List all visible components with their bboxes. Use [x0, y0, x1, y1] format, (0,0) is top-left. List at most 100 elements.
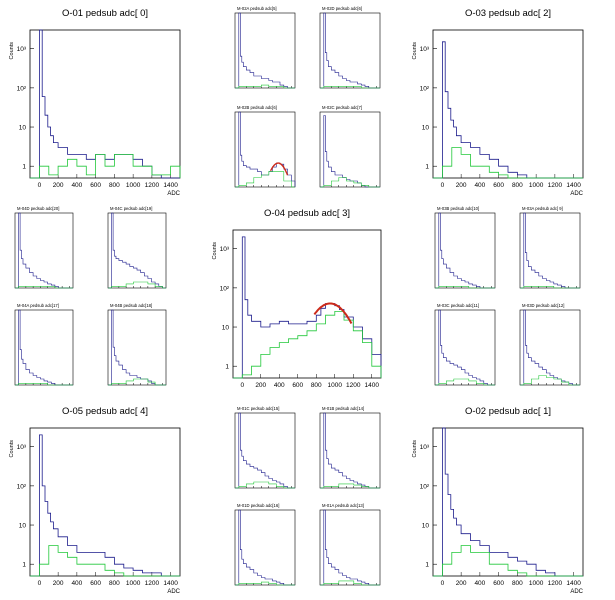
panel-title: M-04D pedsub adc[20]: [17, 206, 59, 211]
series-blue: [108, 309, 166, 386]
plot-frame: [432, 427, 584, 577]
x-tick-label: 400: [274, 382, 285, 389]
panel-o03: O-03 pedsub adc[ 2] Counts 1 10 10² 10³ 0 200 40…: [412, 8, 584, 197]
series-blue: [235, 509, 295, 586]
y-tick-label: 10²: [17, 483, 27, 490]
panel-m04c: M-04C pedsub adc[19]: [107, 206, 167, 289]
panel-title: O-03 pedsub adc[ 2]: [465, 8, 551, 19]
series-green: [235, 84, 295, 89]
panel-title: O-04 pedsub adc[ 3]: [264, 208, 350, 219]
series-green: [435, 378, 495, 386]
y-tick-label: 1: [225, 364, 229, 371]
panel-m02a: M-02A pedsub adc[5]: [234, 6, 296, 89]
x-tick-label: 400: [474, 580, 485, 587]
panel-title: M-03C pedsub adc[11]: [437, 303, 479, 308]
y-tick-label: 10²: [220, 285, 230, 292]
series-green: [108, 281, 166, 289]
panel-title: M-02D pedsub adc[6]: [322, 6, 362, 11]
y-tick-label: 10: [422, 125, 430, 132]
x-tick-label: 1400: [566, 182, 581, 189]
panel-title: M-01D pedsub adc[16]: [237, 503, 279, 508]
y-tick-label: 10³: [420, 444, 430, 451]
x-tick-label: 200: [456, 580, 467, 587]
series-green: [433, 545, 583, 577]
x-tick-label: 200: [456, 182, 467, 189]
fit-curve: [269, 162, 289, 176]
plot-frame: [29, 427, 181, 577]
x-tick-label: 0: [38, 182, 42, 189]
panel-m01d: M-01D pedsub adc[16]: [234, 503, 296, 586]
plot-frame: [319, 111, 381, 188]
x-tick-label: 1000: [126, 580, 141, 587]
x-tick-label: 400: [71, 182, 82, 189]
panel-m01b: M-01B pedsub adc[14]: [319, 406, 381, 489]
panel-title: M-04A pedsub adc[17]: [17, 303, 59, 308]
plot-frame: [319, 12, 381, 89]
y-tick-label: 10³: [17, 444, 27, 451]
x-tick-label: 200: [53, 182, 64, 189]
plot-frame: [232, 229, 382, 379]
plot-frame: [107, 309, 167, 386]
y-tick-label: 1: [425, 164, 429, 171]
y-tick-label: 10³: [420, 46, 430, 53]
x-tick-label: 1000: [126, 182, 141, 189]
panel-title: M-02B pedsub adc[6]: [237, 105, 277, 110]
x-tick-label: 600: [90, 580, 101, 587]
plot-frame: [234, 509, 296, 586]
panel-m01a: M-01A pedsub adc[13]: [319, 503, 381, 586]
series-green: [320, 580, 380, 586]
panel-title: O-01 pedsub adc[ 0]: [62, 8, 148, 19]
plot-frame: [234, 12, 296, 89]
panel-m02d: M-02D pedsub adc[6]: [319, 6, 381, 89]
series-green: [233, 311, 382, 379]
x-tick-label: 0: [240, 382, 244, 389]
series-green: [320, 177, 380, 188]
x-axis-label: ADC: [570, 191, 583, 197]
x-tick-label: 1200: [346, 382, 361, 389]
plot-frame: [432, 29, 584, 179]
x-tick-label: 600: [493, 182, 504, 189]
series-green: [235, 481, 295, 489]
series-blue: [235, 412, 295, 489]
series-green: [435, 286, 495, 289]
x-tick-label: 1400: [566, 580, 581, 587]
x-tick-label: 1200: [548, 580, 563, 587]
series-green: [520, 286, 580, 289]
series-green: [433, 147, 583, 179]
series-green: [30, 154, 181, 179]
series-green: [235, 171, 295, 188]
y-axis-label: Counts: [9, 42, 15, 60]
panel-title: O-05 pedsub adc[ 4]: [62, 406, 148, 417]
panel-m03b: M-03B pedsub adc[10]: [434, 206, 496, 289]
series-blue: [520, 212, 580, 289]
y-tick-label: 10: [19, 523, 27, 530]
panel-o05: O-05 pedsub adc[ 4] Counts 1 10 10² 10³ 0 200 40…: [9, 406, 181, 595]
x-tick-label: 800: [109, 580, 120, 587]
y-tick-label: 10²: [420, 483, 430, 490]
panel-title: M-04B pedsub adc[18]: [110, 303, 152, 308]
y-tick-label: 10³: [220, 246, 230, 253]
x-tick-label: 800: [109, 182, 120, 189]
panel-title: M-03D pedsub adc[12]: [522, 303, 564, 308]
y-axis-label: Counts: [9, 440, 15, 458]
plot-frame: [434, 309, 496, 386]
x-tick-label: 1400: [163, 580, 178, 587]
y-tick-label: 10: [222, 325, 230, 332]
series-blue: [320, 412, 380, 489]
x-tick-label: 800: [311, 382, 322, 389]
x-axis-label: ADC: [570, 589, 583, 595]
y-tick-label: 10²: [17, 85, 27, 92]
y-axis-label: Counts: [412, 42, 418, 60]
panel-m03d: M-03D pedsub adc[12]: [519, 303, 581, 386]
x-tick-label: 600: [493, 580, 504, 587]
y-tick-label: 10²: [420, 85, 430, 92]
x-tick-label: 1400: [163, 182, 178, 189]
x-tick-label: 200: [255, 382, 266, 389]
panel-o04: O-04 pedsub adc[ 3] Counts 1 10 10² 10³ 0 200 40…: [212, 208, 382, 389]
series-blue: [235, 12, 295, 89]
panel-title: M-04C pedsub adc[19]: [110, 206, 152, 211]
x-tick-label: 0: [441, 182, 445, 189]
plot-frame: [319, 509, 381, 586]
panel-m04d: M-04D pedsub adc[20]: [14, 206, 74, 289]
panel-m02b: M-02B pedsub adc[6]: [234, 105, 296, 188]
